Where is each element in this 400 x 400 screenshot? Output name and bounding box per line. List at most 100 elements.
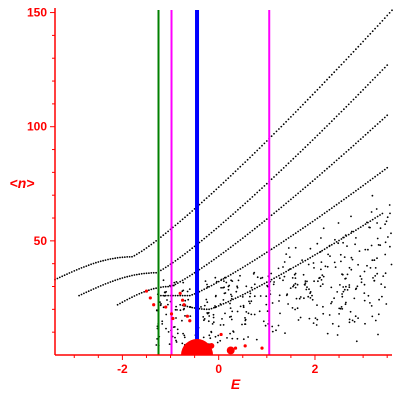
data-point [249, 198, 251, 201]
data-point [311, 220, 314, 223]
data-point [304, 259, 307, 262]
data-point [121, 301, 124, 304]
data-point [275, 210, 278, 213]
data-point [270, 272, 273, 275]
data-point [349, 310, 352, 313]
data-point [280, 242, 283, 244]
data-point [227, 288, 230, 291]
data-point [160, 286, 162, 289]
data-point [302, 103, 304, 106]
data-point [203, 199, 206, 202]
data-point [229, 307, 232, 309]
data-point [83, 292, 85, 295]
data-point [253, 287, 256, 290]
data-point [350, 230, 353, 233]
data-point [188, 294, 191, 297]
data-point [222, 324, 225, 326]
data-point [304, 101, 307, 104]
data-point [221, 318, 223, 320]
data-point [213, 190, 215, 193]
data-point [176, 258, 179, 261]
data-point [241, 266, 244, 269]
data-point [311, 139, 314, 142]
data-point [114, 279, 117, 282]
data-point [258, 310, 261, 313]
data-point [237, 269, 239, 272]
data-point [343, 61, 345, 63]
highlight-blob [208, 342, 215, 349]
data-point [314, 136, 316, 139]
data-point [92, 262, 95, 265]
data-point [381, 170, 384, 173]
data-point [256, 225, 259, 228]
data-point [367, 248, 369, 251]
data-point [299, 229, 302, 231]
data-point [244, 317, 246, 319]
data-point [256, 286, 259, 289]
data-point [319, 276, 321, 279]
data-point [163, 291, 166, 294]
data-point [293, 273, 296, 276]
data-point [290, 235, 292, 238]
data-point [330, 302, 332, 305]
data-point [234, 297, 237, 300]
data-point [355, 142, 357, 145]
data-point [309, 222, 312, 225]
data-point [232, 213, 235, 216]
data-point [350, 215, 352, 218]
data-point [370, 305, 373, 307]
data-point [344, 277, 346, 280]
data-point [135, 253, 138, 256]
data-point [189, 306, 191, 308]
data-point [209, 337, 212, 340]
data-point [288, 256, 291, 258]
data-point [85, 291, 88, 294]
data-point [80, 267, 83, 269]
data-point [75, 269, 78, 271]
data-point [56, 277, 59, 280]
data-point [245, 285, 248, 288]
data-point [322, 227, 325, 230]
data-point [347, 103, 350, 106]
data-point [290, 116, 292, 118]
data-point [364, 182, 367, 185]
data-point [350, 146, 352, 149]
data-point [369, 302, 371, 304]
data-point [126, 298, 129, 301]
data-point [278, 128, 280, 130]
data-point [217, 280, 220, 283]
data-point [164, 232, 167, 235]
data-point [217, 255, 220, 257]
data-point [379, 120, 381, 123]
data-point [107, 282, 109, 284]
data-point [390, 263, 393, 266]
data-point [383, 116, 386, 119]
data-point [273, 281, 275, 283]
data-point [277, 267, 280, 270]
data-point [362, 136, 364, 138]
data-point [311, 294, 313, 297]
data-point [102, 259, 104, 262]
data-point [322, 305, 324, 308]
data-point [318, 86, 321, 89]
data-point [234, 211, 237, 213]
data-point [119, 256, 121, 259]
data-point [364, 248, 367, 251]
data-point [234, 271, 237, 273]
data-point [297, 230, 299, 233]
data-point [304, 146, 307, 149]
data-point [176, 328, 179, 331]
data-point [343, 108, 345, 111]
data-point [323, 212, 326, 215]
highlight-point [188, 319, 192, 323]
data-point [179, 303, 182, 306]
data-point [278, 243, 280, 246]
data-point [251, 289, 254, 291]
data-point [215, 227, 218, 230]
data-point [374, 175, 376, 178]
y-axis-title: <n> [10, 175, 35, 191]
data-point [375, 208, 378, 210]
data-point [133, 295, 136, 297]
data-point [204, 280, 207, 282]
data-point [376, 74, 379, 76]
